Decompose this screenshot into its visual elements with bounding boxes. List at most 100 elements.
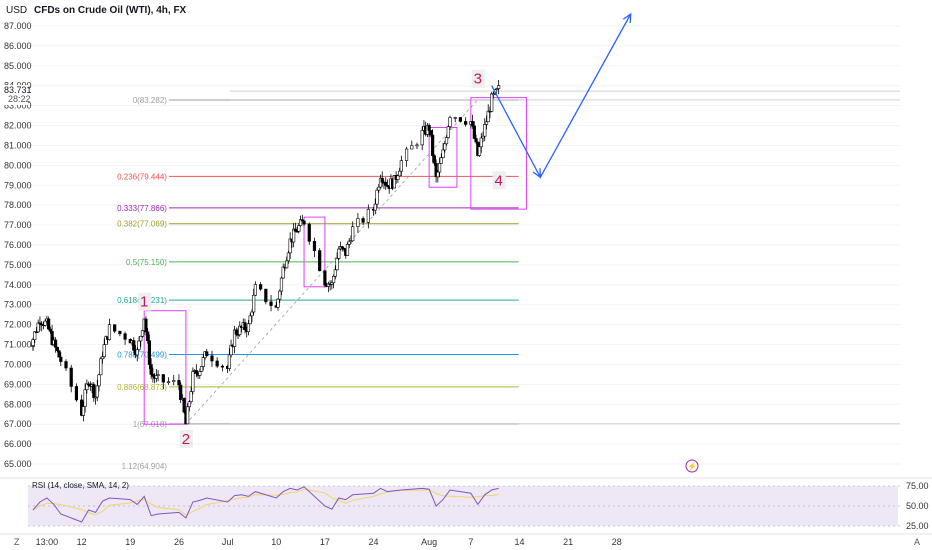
candle-body [302,220,306,225]
candle-body [285,260,289,269]
candle-body [330,282,334,285]
candle-body [69,367,73,387]
wave-label: 3 [474,71,482,88]
candle-body [92,384,96,399]
candle-body [64,361,68,369]
candle-body [300,219,304,222]
candle-body [472,125,476,139]
candle-body [446,126,450,138]
candle-body [50,331,54,345]
price-axis[interactable]: 87.00086.00085.00084.00083.00082.00081.0… [2,21,32,469]
candle-body [497,85,501,89]
candle-body [182,398,186,413]
candle-body [246,323,251,332]
candle-body [243,322,247,330]
rsi-level-label: 75.00 [906,481,929,491]
y-tick-label: 75.000 [4,260,32,270]
candle-body [288,238,292,254]
candle-body [144,318,148,333]
candle-body [139,335,143,342]
x-tick-label: 21 [563,537,573,547]
candle-body [253,284,258,296]
candle-body [292,228,296,243]
wave-box [143,310,187,425]
candle-body [81,406,85,416]
candle-body [481,135,485,139]
candle-body [95,385,99,398]
candle-body [132,340,136,351]
y-tick-label: 81.000 [4,140,32,150]
candle-body [437,163,442,173]
candle-body [340,246,344,249]
x-tick-label: 24 [369,537,379,547]
wave-label-bg [179,430,193,449]
candle-body [38,322,42,325]
auto-scale-toggle: A [914,537,920,547]
candle-body [118,330,122,335]
fib-level-label: 0.886(68.873) [117,383,167,392]
candle-body [234,329,238,335]
candle-body [149,364,153,375]
wave-label-bg [138,292,152,311]
candle-body [135,349,139,356]
wave-label-bg [492,171,506,190]
candle-body [331,275,336,284]
alert-icon [685,459,699,473]
candle-body [347,240,351,245]
y-tick-label: 76.000 [4,240,32,250]
candle-body [399,160,403,172]
y-tick-label: 85.000 [4,61,32,71]
lightning-icon: ⚡ [687,461,697,471]
rsi-title: RSI (14, close, SMA, 14, 2) [32,481,129,490]
candle-body [404,148,409,161]
candle-body [252,294,256,313]
candle-body [431,134,435,156]
candle-body [356,218,360,227]
candle-body [436,171,440,178]
candle-body [286,252,291,262]
candle-body [179,384,183,401]
rsi-panel[interactable]: 75.00 50.00 25.00 RSI (14, close, SMA, 14, … [0,477,932,531]
y-tick-label: 72.000 [4,320,32,330]
y-tick-label: 86.000 [4,41,32,51]
fib-level-label: 0.382(77.069) [117,220,167,229]
candle-body [495,88,499,90]
candle-body [232,329,237,347]
candle-body [250,311,254,317]
candles [31,79,501,425]
countdown: 28:22 [8,94,31,104]
wave-labels[interactable]: 1 2 3 4 [138,69,506,449]
candle-body [361,218,365,223]
highlight-boxes[interactable] [143,97,527,425]
fibonacci-retracement[interactable]: 0(83.282) 0.236(79.444) 0.333(77.866) 0.382… [117,90,900,471]
candle-body [276,298,280,308]
candle-body [384,181,388,186]
candle-body [201,357,205,367]
y-tick-label: 74.000 [4,280,32,290]
candle-body [385,185,390,187]
candle-body [427,125,431,131]
y-tick-label: 79.000 [4,180,32,190]
projection-arrow[interactable]: ⚡ [491,12,699,473]
candle-body [259,284,263,290]
time-axis[interactable]: 13:00 12 19 26 Jul 10 17 24 Aug 7 14 21 28 Z A [0,533,932,547]
candle-body [490,93,494,112]
y-tick-label: 77.000 [4,220,32,230]
candle-body [227,354,231,369]
candle-body [458,117,463,122]
candle-body [375,189,379,205]
candle-body [410,145,414,150]
candle-body [396,175,400,180]
fib-level-label: 0.333(77.866) [117,204,167,213]
candle-body [172,380,176,383]
candle-body [220,365,224,368]
candle-body [36,322,40,333]
fib-level-label: 1.12(64.904) [122,462,168,471]
x-tick-label: 17 [320,537,330,547]
y-tick-label: 67.000 [4,419,32,429]
candle-body [55,347,59,352]
candle-body [441,149,445,158]
candle-body [194,370,198,374]
x-tick-label: 12 [77,537,87,547]
